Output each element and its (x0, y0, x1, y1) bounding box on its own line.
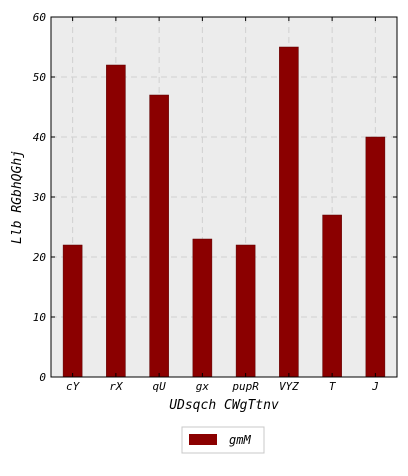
legend-swatch (189, 434, 217, 445)
legend: gmM (181, 426, 265, 454)
x-tick-label: VYZ (279, 380, 299, 393)
bar-T (322, 214, 342, 378)
x-axis-ticks: cY rX qU gx pupR VYZ T J (66, 17, 379, 393)
x-tick-label: J (371, 380, 379, 393)
bar-pupR (235, 244, 256, 378)
x-tick-label: qU (153, 380, 167, 393)
x-tick-label: T (329, 380, 337, 393)
y-axis-title: Llb RGbhQGhj (10, 150, 25, 244)
y-tick-label: 50 (33, 71, 47, 84)
x-axis-title: UDsqch CWgTtnv (169, 398, 279, 413)
bar-gx (192, 238, 213, 378)
legend-box (181, 426, 265, 454)
x-tick-label: rX (109, 380, 124, 393)
y-tick-label: 0 (39, 371, 46, 384)
bar-qU (149, 94, 169, 378)
x-tick-label: cY (66, 380, 81, 393)
legend-label: gmM (229, 433, 251, 447)
x-tick-label: gx (196, 380, 210, 393)
y-tick-label: 40 (33, 131, 47, 144)
bar-rX (106, 64, 126, 378)
y-tick-label: 10 (33, 311, 47, 324)
bar-VYZ (279, 46, 299, 378)
bar-J (365, 136, 386, 378)
y-axis-ticks: 0 10 20 30 40 50 60 (32, 11, 397, 384)
x-tick-label: pupR (231, 380, 259, 393)
bars (62, 46, 386, 378)
y-tick-label: 30 (32, 191, 47, 204)
bar-cY (62, 244, 83, 378)
y-tick-label: 20 (33, 251, 47, 264)
y-tick-label: 60 (33, 11, 47, 24)
